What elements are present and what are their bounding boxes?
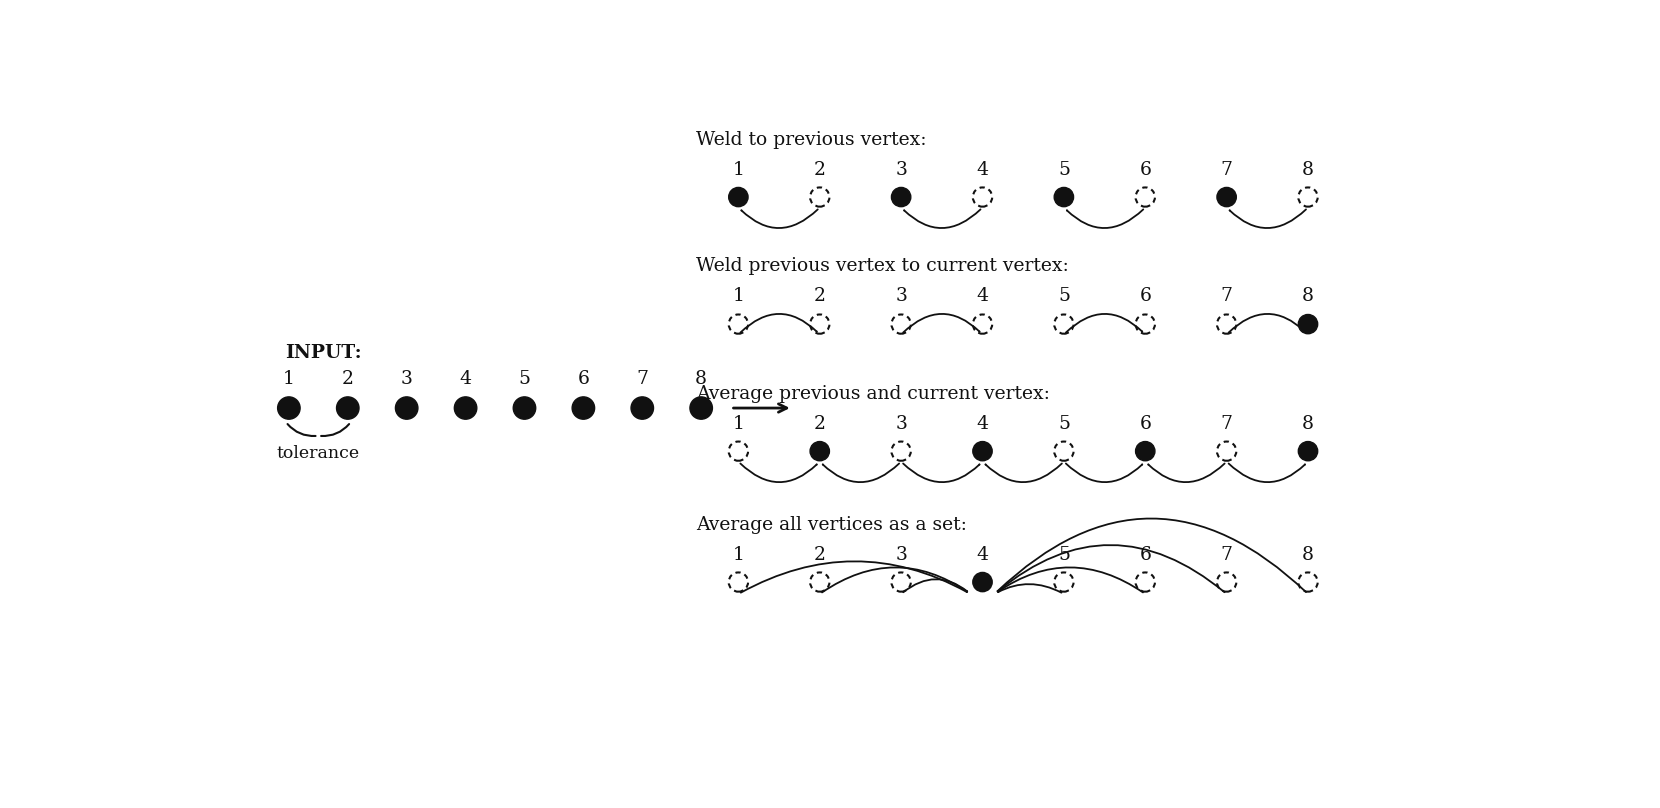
Text: 2: 2 bbox=[813, 546, 825, 564]
Text: 3: 3 bbox=[895, 415, 906, 433]
Circle shape bbox=[810, 441, 830, 461]
Circle shape bbox=[573, 397, 594, 419]
FancyArrowPatch shape bbox=[998, 519, 1306, 592]
Circle shape bbox=[729, 187, 749, 207]
FancyArrowPatch shape bbox=[823, 464, 900, 482]
Circle shape bbox=[973, 572, 993, 591]
Text: 1: 1 bbox=[732, 546, 744, 564]
Text: 7: 7 bbox=[1220, 288, 1233, 305]
FancyArrowPatch shape bbox=[1228, 314, 1305, 333]
FancyArrowPatch shape bbox=[986, 464, 1062, 482]
Circle shape bbox=[1217, 187, 1237, 207]
Text: 8: 8 bbox=[1301, 161, 1315, 179]
Text: 8: 8 bbox=[1301, 546, 1315, 564]
FancyArrowPatch shape bbox=[1066, 464, 1142, 482]
Circle shape bbox=[395, 397, 418, 419]
Circle shape bbox=[1054, 187, 1074, 207]
Text: Weld to previous vertex:: Weld to previous vertex: bbox=[696, 131, 926, 149]
Circle shape bbox=[513, 397, 536, 419]
Text: tolerance: tolerance bbox=[277, 445, 360, 462]
FancyArrowPatch shape bbox=[903, 464, 979, 482]
Text: 6: 6 bbox=[1139, 161, 1150, 179]
Circle shape bbox=[631, 397, 654, 419]
FancyArrowPatch shape bbox=[903, 314, 979, 333]
Text: 6: 6 bbox=[1139, 415, 1150, 433]
Text: 7: 7 bbox=[1220, 546, 1233, 564]
Text: 5: 5 bbox=[518, 370, 531, 388]
Text: 3: 3 bbox=[895, 546, 906, 564]
Text: 5: 5 bbox=[1057, 288, 1071, 305]
Circle shape bbox=[277, 397, 300, 419]
FancyArrowPatch shape bbox=[740, 314, 817, 333]
FancyArrowPatch shape bbox=[1066, 314, 1142, 333]
Circle shape bbox=[1298, 441, 1318, 461]
FancyArrowPatch shape bbox=[903, 579, 968, 592]
Text: 7: 7 bbox=[636, 370, 649, 388]
Text: 6: 6 bbox=[1139, 546, 1150, 564]
Text: 4: 4 bbox=[460, 370, 471, 388]
FancyArrowPatch shape bbox=[742, 209, 818, 228]
FancyArrowPatch shape bbox=[905, 209, 981, 228]
FancyArrowPatch shape bbox=[998, 584, 1061, 593]
Circle shape bbox=[337, 397, 359, 419]
Text: 1: 1 bbox=[732, 415, 744, 433]
FancyArrowPatch shape bbox=[1067, 209, 1144, 228]
Text: 8: 8 bbox=[696, 370, 707, 388]
Circle shape bbox=[1298, 314, 1318, 334]
Text: 8: 8 bbox=[1301, 415, 1315, 433]
Circle shape bbox=[691, 397, 712, 419]
Text: 7: 7 bbox=[1220, 161, 1233, 179]
Text: 4: 4 bbox=[976, 288, 988, 305]
Text: 1: 1 bbox=[732, 161, 744, 179]
Text: 4: 4 bbox=[976, 161, 988, 179]
FancyArrowPatch shape bbox=[740, 464, 817, 482]
Text: Weld previous vertex to current vertex:: Weld previous vertex to current vertex: bbox=[696, 258, 1069, 276]
Circle shape bbox=[1135, 441, 1155, 461]
Text: 3: 3 bbox=[895, 161, 906, 179]
Text: 5: 5 bbox=[1057, 161, 1071, 179]
Circle shape bbox=[973, 441, 993, 461]
FancyArrowPatch shape bbox=[1149, 464, 1225, 482]
Circle shape bbox=[455, 397, 476, 419]
Text: 5: 5 bbox=[1057, 546, 1071, 564]
Text: 3: 3 bbox=[400, 370, 413, 388]
Text: 2: 2 bbox=[813, 288, 825, 305]
Circle shape bbox=[891, 187, 911, 207]
Text: 3: 3 bbox=[895, 288, 906, 305]
Text: 6: 6 bbox=[1139, 288, 1150, 305]
Text: 5: 5 bbox=[1057, 415, 1071, 433]
Text: INPUT:: INPUT: bbox=[286, 344, 362, 362]
FancyArrowPatch shape bbox=[1228, 464, 1305, 482]
Text: 7: 7 bbox=[1220, 415, 1233, 433]
Text: 4: 4 bbox=[976, 546, 988, 564]
Text: 2: 2 bbox=[813, 415, 825, 433]
Text: 4: 4 bbox=[976, 415, 988, 433]
Text: 1: 1 bbox=[282, 370, 295, 388]
FancyArrowPatch shape bbox=[1230, 209, 1306, 228]
Text: 8: 8 bbox=[1301, 288, 1315, 305]
FancyArrowPatch shape bbox=[998, 545, 1225, 592]
Text: Average previous and current vertex:: Average previous and current vertex: bbox=[696, 385, 1049, 403]
FancyArrowPatch shape bbox=[998, 567, 1144, 592]
Text: 6: 6 bbox=[578, 370, 589, 388]
FancyArrowPatch shape bbox=[822, 567, 968, 592]
FancyArrowPatch shape bbox=[740, 562, 966, 592]
Text: Average all vertices as a set:: Average all vertices as a set: bbox=[696, 516, 966, 534]
Text: 2: 2 bbox=[342, 370, 354, 388]
Text: 2: 2 bbox=[813, 161, 825, 179]
Text: 1: 1 bbox=[732, 288, 744, 305]
